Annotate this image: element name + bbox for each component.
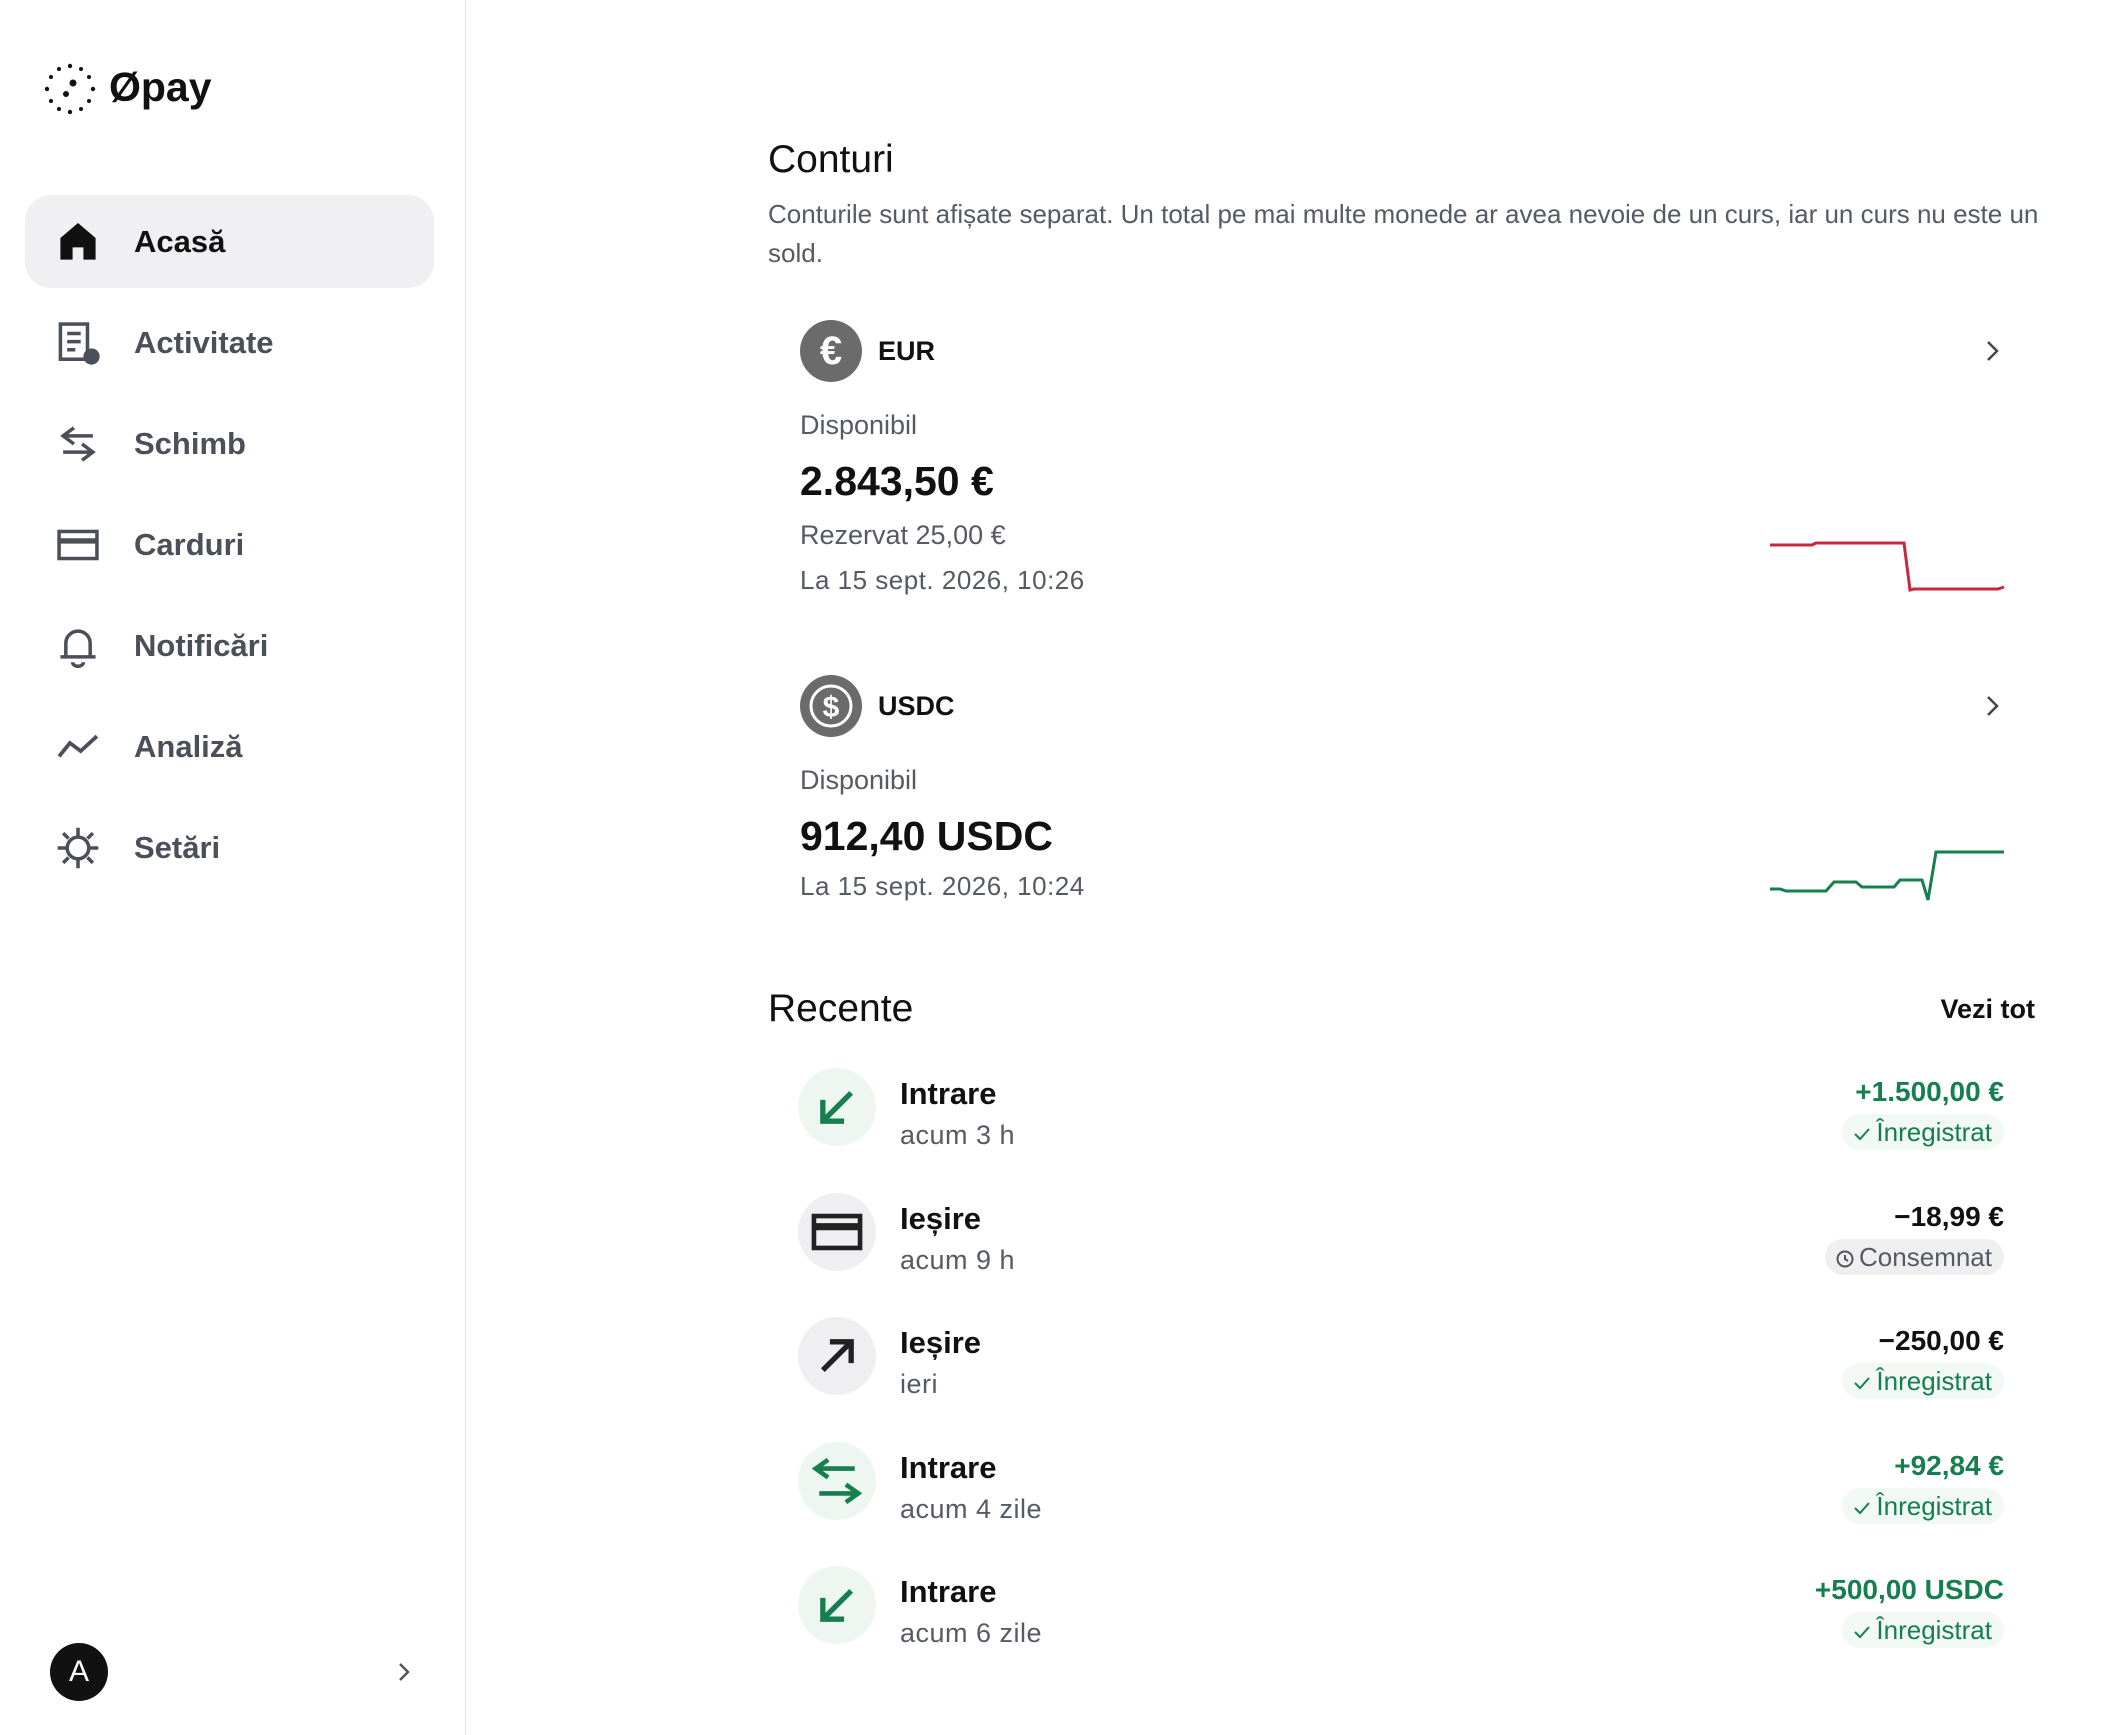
nav-icon bbox=[60, 629, 96, 668]
nav-item[interactable]: Schimb bbox=[25, 397, 434, 490]
status-badge: Înregistrat bbox=[1842, 1114, 2004, 1150]
profile-chevron[interactable] bbox=[392, 1660, 416, 1684]
currency: EUR bbox=[878, 336, 936, 366]
status-badge: Înregistrat bbox=[1842, 1612, 2004, 1648]
recent-title: Recente bbox=[768, 987, 914, 1030]
sparkline bbox=[1770, 541, 2005, 592]
see-all-link[interactable]: Vezi tot bbox=[1940, 994, 2035, 1024]
transaction-row[interactable]: Intrare acum 4 zile +92,84 € Înregistrat bbox=[798, 1438, 2004, 1548]
nav-label: Analiză bbox=[134, 729, 243, 764]
avatar[interactable]: A bbox=[50, 1643, 108, 1701]
clock-icon bbox=[1836, 1250, 1854, 1267]
transaction-icon bbox=[798, 1068, 876, 1146]
nav-icon bbox=[60, 426, 96, 462]
chevron bbox=[1987, 696, 1999, 716]
transaction-row[interactable]: Ieșire acum 9 h −18,99 € Consemnat bbox=[798, 1189, 2004, 1299]
chevron bbox=[1987, 341, 1999, 361]
transaction-time: acum 4 zile bbox=[900, 1493, 1043, 1524]
nav-label: Acasă bbox=[134, 224, 226, 259]
transaction-icon bbox=[798, 1192, 876, 1271]
nav-item[interactable]: Analiză bbox=[25, 700, 434, 793]
nav-label: Activitate bbox=[134, 325, 274, 360]
transaction-amount: −18,99 € bbox=[1894, 1200, 2004, 1232]
available-amount: 2.843,50 € bbox=[800, 458, 994, 504]
nav-icon bbox=[57, 827, 99, 869]
usdc-icon: $ bbox=[800, 675, 862, 737]
nav-icon bbox=[57, 734, 99, 758]
nav-item[interactable]: Notificări bbox=[25, 599, 434, 692]
transaction-icon bbox=[798, 1566, 876, 1644]
status-label: Înregistrat bbox=[1876, 1615, 1992, 1645]
check-icon bbox=[1854, 1128, 1871, 1141]
brand: Øpay bbox=[109, 64, 212, 110]
transaction-title: Ieșire bbox=[900, 1200, 982, 1236]
transaction-row[interactable]: Intrare acum 6 zile +500,00 USDC Înregis… bbox=[798, 1562, 2004, 1672]
transaction-row[interactable]: Intrare acum 3 h +1.500,00 € Înregistrat bbox=[798, 1064, 2004, 1174]
nav-item[interactable]: Acasă bbox=[25, 195, 434, 288]
updated: La 15 sept. 2026, 10:26 bbox=[800, 565, 1085, 595]
transaction-amount: −250,00 € bbox=[1878, 1325, 2004, 1356]
transaction-amount: +500,00 USDC bbox=[1814, 1574, 2004, 1605]
transaction-title: Intrare bbox=[900, 1076, 997, 1111]
transaction-icon bbox=[798, 1317, 876, 1395]
eur-icon: € bbox=[800, 320, 862, 382]
status-label: Consemnat bbox=[1859, 1241, 1992, 1272]
status-label: Înregistrat bbox=[1876, 1490, 1992, 1521]
transaction-row[interactable]: Ieșire ieri −250,00 € Înregistrat bbox=[798, 1313, 2004, 1423]
svg-text:$: $ bbox=[823, 691, 840, 724]
check-icon bbox=[1854, 1377, 1871, 1390]
transaction-title: Intrare bbox=[900, 1449, 997, 1485]
available-amount: 912,40 USDC bbox=[800, 813, 1053, 859]
available-label: Disponibil bbox=[800, 765, 918, 795]
nav-label: Setări bbox=[134, 830, 221, 865]
transaction-title: Intrare bbox=[900, 1574, 997, 1609]
transaction-time: acum 9 h bbox=[900, 1244, 1016, 1275]
logo-icon bbox=[44, 63, 96, 115]
available-label: Disponibil bbox=[800, 410, 918, 440]
status-badge: Consemnat bbox=[1825, 1238, 2004, 1275]
nav-label: Schimb bbox=[134, 426, 246, 461]
svg-text:€: € bbox=[820, 329, 842, 373]
check-icon bbox=[1854, 1626, 1871, 1639]
nav-icon bbox=[60, 223, 96, 260]
account-card[interactable]: $ USDC Disponibil 912,40 USDC La 15 sept… bbox=[800, 675, 2010, 915]
reserved: Rezervat 25,00 € bbox=[800, 520, 1006, 550]
nav-label: Notificări bbox=[134, 628, 269, 663]
transaction-time: acum 3 h bbox=[900, 1120, 1016, 1150]
nav-item[interactable]: Activitate bbox=[25, 296, 434, 389]
sidebar: Øpay Acasă Activitate Schimb Carduri Not… bbox=[0, 0, 466, 1735]
status-badge: Înregistrat bbox=[1842, 1487, 2004, 1524]
status-label: Înregistrat bbox=[1876, 1117, 1992, 1147]
nav-icon bbox=[57, 529, 99, 561]
status-badge: Înregistrat bbox=[1842, 1363, 2004, 1399]
transaction-amount: +92,84 € bbox=[1894, 1449, 2004, 1481]
status-label: Înregistrat bbox=[1876, 1366, 1992, 1396]
transaction-icon bbox=[798, 1441, 876, 1520]
transaction-time: acum 6 zile bbox=[900, 1618, 1043, 1648]
nav-item[interactable]: Carduri bbox=[25, 498, 434, 591]
transaction-title: Ieșire bbox=[900, 1325, 982, 1360]
transaction-time: ieri bbox=[900, 1369, 939, 1399]
accounts-title: Conturi bbox=[768, 138, 894, 181]
nav-label: Carduri bbox=[134, 527, 245, 562]
account-card[interactable]: € EUR Disponibil 2.843,50 € Rezervat 25,… bbox=[800, 320, 2010, 610]
nav-icon bbox=[58, 322, 100, 365]
transaction-amount: +1.500,00 € bbox=[1855, 1076, 2004, 1107]
check-icon bbox=[1854, 1501, 1871, 1514]
accounts-description: Conturile sunt afișate separat. Un total… bbox=[768, 199, 2039, 268]
nav-item[interactable]: Setări bbox=[25, 801, 434, 894]
currency: USDC bbox=[878, 691, 955, 721]
sparkline bbox=[1770, 850, 2004, 901]
updated: La 15 sept. 2026, 10:24 bbox=[800, 871, 1085, 901]
